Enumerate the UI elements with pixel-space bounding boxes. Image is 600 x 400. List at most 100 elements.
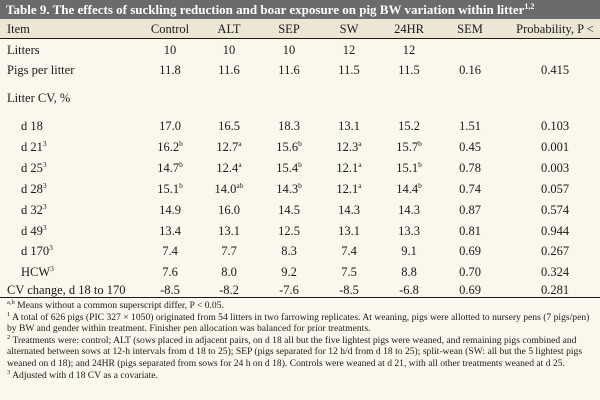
cell-prob: 0.003 (541, 158, 569, 178)
cell-value: 12 (342, 43, 356, 57)
header-alt: ALT (217, 22, 241, 36)
cell-value: 0.944 (540, 224, 570, 238)
cell-prob: 0.001 (541, 137, 569, 157)
row-label-footnote-ref: 3 (42, 223, 47, 232)
footnote-1-mark: 1 (7, 310, 11, 318)
row-label-footnote-ref: 3 (42, 202, 47, 211)
cell-value: 0.70 (459, 265, 481, 279)
cell-superscript: a (238, 160, 242, 169)
cell-value: 0.324 (540, 265, 570, 279)
cell-superscript: b (418, 160, 422, 169)
cell-prob: 0.267 (541, 241, 569, 261)
row-label-footnote-ref: 3 (50, 264, 54, 273)
cell-value: 9.1 (401, 244, 417, 258)
cell-prob: 0.324 (541, 262, 569, 282)
cell-sw: 13.1 (338, 221, 360, 241)
cell-value: 9.2 (281, 265, 297, 279)
cell-value: 0.103 (540, 119, 570, 133)
row-label-text: CV change, d 18 to 170 (7, 283, 126, 297)
cell-prob: 0.944 (541, 221, 569, 241)
cell-value: 16.5 (218, 119, 240, 133)
cell-superscript: a (238, 139, 242, 148)
cell-sep: 15.4b (276, 158, 302, 178)
cell-value: 13.1 (338, 119, 360, 133)
cell-value: 15.1 (396, 161, 419, 175)
table-header-row: Item Control ALT SEP SW 24HR SEM Probabi… (0, 19, 600, 39)
cell-sem: 0.69 (459, 280, 481, 300)
footnote-3-text: Adjusted with d 18 CV as a covariate. (10, 369, 158, 381)
cell-value: 15.2 (398, 119, 420, 133)
cell-value: 0.69 (459, 244, 481, 258)
cell-control: 13.4 (159, 221, 181, 241)
row-label-text: d 18 (21, 119, 43, 133)
table-row: d 323 14.9 16.0 14.5 14.3 14.3 0.87 0.574 (0, 200, 600, 220)
footnote-1: 1 A total of 626 pigs (PIC 327 × 1050) o… (7, 310, 595, 335)
cell-alt: 13.1 (218, 221, 240, 241)
cell-sep: 10 (283, 40, 296, 60)
table-title: Table 9. The effects of suckling reducti… (6, 1, 534, 18)
row-label: d 253 (21, 158, 47, 178)
row-label-footnote-ref: 3 (42, 181, 47, 190)
cell-sem: 0.16 (459, 60, 481, 80)
cell-superscript: b (179, 139, 183, 148)
row-label-text: Pigs per litter (7, 63, 75, 77)
cell-prob: 0.057 (541, 179, 569, 199)
cell-value: 7.4 (341, 244, 357, 258)
footnote-1-text: A total of 626 pigs (PIC 327 × 1050) ori… (7, 311, 590, 335)
cell-value: 7.7 (221, 244, 237, 258)
cell-alt: 16.0 (218, 200, 240, 220)
cell-value: 0.574 (540, 203, 570, 217)
cell-superscript: b (179, 181, 183, 190)
cell-prob: 0.415 (541, 60, 569, 80)
cell-value: 13.1 (218, 224, 240, 238)
cell-value: -6.8 (399, 283, 419, 297)
cell-alt: 11.6 (218, 60, 239, 80)
table-row: HCW3 7.6 8.0 9.2 7.5 8.8 0.70 0.324 (0, 262, 600, 282)
cell-superscript: a (358, 139, 362, 148)
cell-prob: 0.574 (541, 200, 569, 220)
row-label-footnote-ref: 3 (49, 243, 53, 252)
footnote-2-text: Treatments were: control; ALT (sows plac… (7, 334, 583, 369)
cell-superscript: b (298, 181, 302, 190)
cell-control: 7.6 (162, 262, 178, 282)
cell-sem: 0.45 (459, 137, 481, 157)
cell-value: 0.16 (459, 63, 481, 77)
table-row: Litters 10 10 10 12 12 (0, 40, 600, 60)
cell-hr24: 9.1 (401, 241, 417, 261)
cell-hr24: 15.7b (396, 137, 422, 157)
cell-value: 0.267 (540, 244, 570, 258)
cell-value: 7.5 (341, 265, 357, 279)
cell-alt: 10 (223, 40, 236, 60)
footnote-ab-mark: a,b (7, 299, 15, 306)
table-title-footnote-ref: 1,2 (524, 2, 535, 11)
cell-sep: 14.5 (278, 200, 300, 220)
cell-sem: 1.51 (459, 116, 481, 136)
cell-value: 8.0 (221, 265, 237, 279)
cell-value: 12.4 (216, 161, 239, 175)
cell-value: 10 (222, 43, 236, 57)
footnote-2: 2 Treatments were: control; ALT (sows pl… (7, 334, 595, 370)
row-label: Litter CV, % (7, 88, 70, 108)
cell-value: 0.69 (459, 283, 481, 297)
cell-value: 12.1 (336, 161, 359, 175)
cell-value: 0.81 (459, 224, 481, 238)
cell-value: 7.4 (162, 244, 178, 258)
cell-sem: 0.87 (459, 200, 481, 220)
cell-value: 14.4 (396, 182, 419, 196)
cell-sep: 15.6b (276, 137, 302, 157)
cell-prob: 0.281 (541, 280, 569, 300)
row-label: d 323 (21, 200, 47, 220)
row-label: d 1703 (21, 241, 53, 261)
table-title-text: Table 9. The effects of suckling reducti… (6, 2, 525, 17)
cell-sw: 12.1a (336, 179, 361, 199)
cell-value: 0.74 (459, 182, 481, 196)
cell-sep: 11.6 (278, 60, 299, 80)
cell-hr24: 14.3 (398, 200, 420, 220)
cell-value: 12.3 (336, 140, 359, 154)
cell-alt: -8.2 (219, 280, 239, 300)
table-row: d 18 17.0 16.5 18.3 13.1 15.2 1.51 0.103 (0, 116, 600, 136)
table-header-band (0, 19, 600, 38)
cell-alt: 16.5 (218, 116, 240, 136)
cell-value: 14.3 (398, 203, 420, 217)
